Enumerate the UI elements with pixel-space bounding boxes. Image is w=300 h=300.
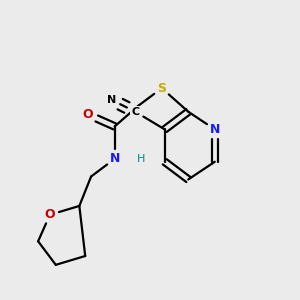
Text: C: C [131,107,139,117]
Text: N: N [210,123,220,136]
Text: S: S [157,82,166,95]
Text: N: N [110,152,120,165]
Text: H: H [137,154,146,164]
Text: O: O [45,208,55,221]
Text: N: N [107,95,116,105]
Text: O: O [83,108,94,121]
